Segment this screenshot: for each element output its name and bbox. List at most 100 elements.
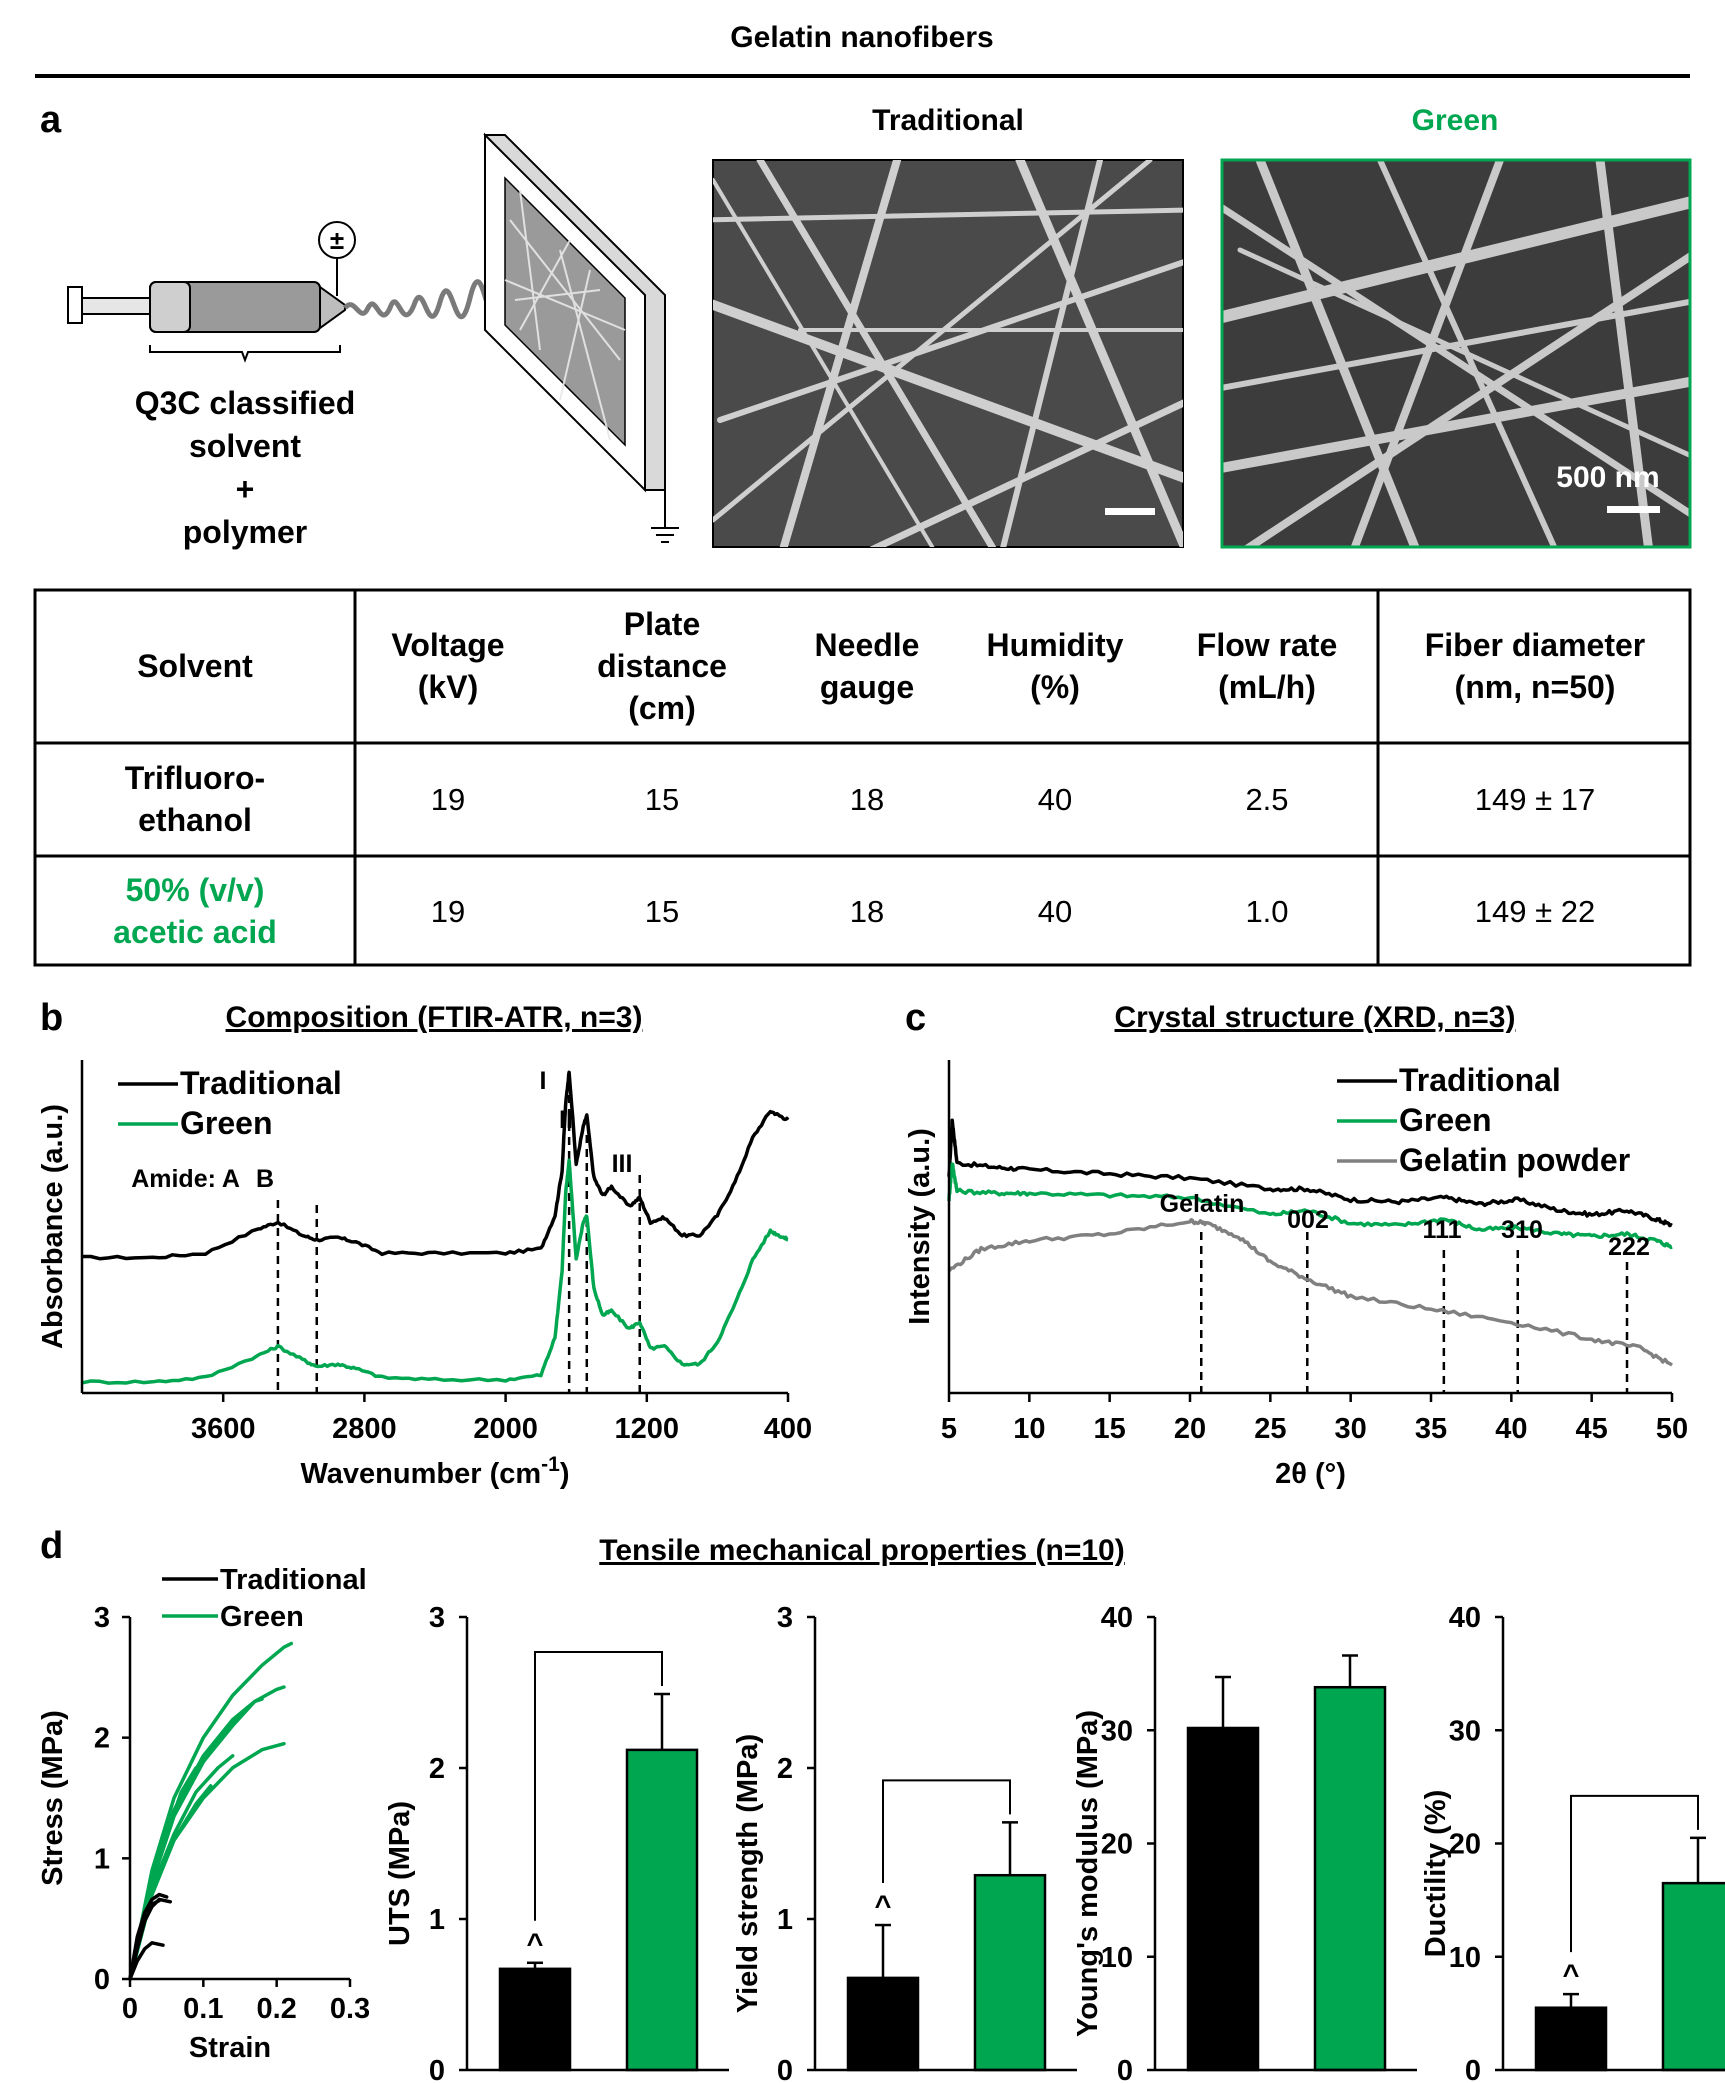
bar-traditional [1534, 2006, 1608, 2072]
table-cell: 149 ± 17 [1475, 782, 1595, 817]
y-tick-label: 3 [777, 1602, 793, 1634]
yield-strength-bar-chart: ^ 0 1 2 3 Yield strength (MPa) [732, 1602, 1077, 2083]
table-header-cell: Needle [815, 627, 920, 663]
x-tick-label: 35 [1415, 1413, 1447, 1445]
y-axis-label: UTS (MPa) [384, 1801, 416, 1946]
xrd-chart: Crystal structure (XRD, n=3) 5 10 15 20 25 30 3… [904, 1001, 1688, 1490]
bar-green [1661, 1881, 1725, 2072]
legend-label: Traditional [1399, 1062, 1561, 1098]
y-tick-label: 30 [1449, 1715, 1481, 1747]
y-tick-label: 20 [1449, 1829, 1481, 1861]
legend-label: Gelatin powder [1399, 1142, 1630, 1178]
curve-green [128, 1697, 264, 1981]
x-tick-label: 2800 [332, 1413, 397, 1445]
table-cell: 149 ± 22 [1475, 894, 1595, 929]
table-header-cell: Voltage [391, 627, 504, 663]
peak-annotation: B [256, 1165, 274, 1193]
curve-traditional [128, 1941, 165, 1981]
y-tick-label: 0 [777, 2055, 793, 2083]
table-header-cell: Plate [624, 606, 700, 642]
peak-annotation: I [540, 1067, 547, 1095]
y-tick-label: 40 [1449, 1602, 1481, 1634]
peak-annotation: 111 [1423, 1216, 1462, 1244]
youngs-modulus-bar-chart: 0 10 20 30 40 Young's modulus (MPa) [1072, 1602, 1417, 2083]
y-tick-label: 2 [429, 1753, 445, 1785]
curve-green [128, 1641, 294, 1981]
y-tick-label: 3 [429, 1602, 445, 1634]
series-line-green [947, 1162, 1673, 1250]
table-cell: 15 [645, 782, 679, 817]
bar-green [973, 1873, 1047, 2072]
y-tick-label: 20 [1101, 1829, 1133, 1861]
x-tick-label: 0.2 [257, 1993, 297, 2025]
table-cell: 1.0 [1245, 894, 1288, 929]
panel-d-title: Tensile mechanical properties (n=10) [599, 1534, 1124, 1567]
x-tick-label: 0 [122, 1993, 138, 2025]
legend-label: Traditional [220, 1564, 367, 1596]
x-tick-label: 25 [1254, 1413, 1286, 1445]
significance-marker: ^ [1563, 1959, 1580, 1991]
svg-text:+: + [236, 471, 255, 507]
table-header-cell: (%) [1030, 669, 1080, 705]
electrospinning-schematic: ± [67, 132, 679, 543]
chart-title: Composition (FTIR-ATR, n=3) [226, 1001, 643, 1034]
bar-green [625, 1748, 699, 2072]
peak-annotation: 002 [1287, 1206, 1329, 1234]
table-cell: 40 [1038, 782, 1072, 817]
y-tick-label: 30 [1101, 1715, 1133, 1747]
table-cell: 2.5 [1245, 782, 1288, 817]
svg-text:Q3C classified: Q3C classified [135, 385, 356, 421]
significance-bracket [534, 1651, 663, 1921]
table-cell: 15 [645, 894, 679, 929]
x-tick-label: 45 [1576, 1413, 1608, 1445]
y-axis-label: Intensity (a.u.) [904, 1128, 936, 1325]
x-tick-label: 20 [1174, 1413, 1206, 1445]
panel-b-label: b [40, 997, 63, 1039]
y-tick-label: 3 [94, 1602, 110, 1634]
y-axis-label: Ductility (%) [1420, 1790, 1452, 1958]
y-tick-label: 1 [429, 1904, 445, 1936]
x-tick-label: 3600 [191, 1413, 256, 1445]
table-header-cell: gauge [820, 669, 914, 705]
bar-traditional [846, 1976, 920, 2072]
legend-label: Green [180, 1105, 272, 1141]
table-header-cell: Flow rate [1197, 627, 1337, 663]
table-header-cell: (nm, n=50) [1455, 669, 1616, 705]
table-header-cell: distance [597, 648, 727, 684]
series-line-gelatin-powder [947, 1218, 1673, 1367]
svg-text:±: ± [330, 225, 344, 255]
table-cell: 40 [1038, 894, 1072, 929]
table-cell: 19 [431, 894, 465, 929]
chart-title: Crystal structure (XRD, n=3) [1115, 1001, 1516, 1034]
x-tick-label: 0.3 [330, 1993, 370, 2025]
uts-bar-chart: ^ 0 1 2 3 UTS (MPa) [384, 1602, 729, 2083]
y-axis-label: Stress (MPa) [37, 1710, 69, 1886]
svg-text:solvent: solvent [189, 428, 301, 464]
y-tick-label: 10 [1101, 1942, 1133, 1974]
x-tick-label: 10 [1013, 1413, 1045, 1445]
significance-marker: ^ [875, 1890, 892, 1922]
table-header-cell: (mL/h) [1218, 669, 1316, 705]
table-header-cell: Humidity [987, 627, 1124, 663]
bar-traditional [498, 1967, 572, 2072]
peak-annotation: 222 [1608, 1233, 1650, 1261]
legend-label: Green [1399, 1102, 1491, 1138]
schematic-caption: Q3C classified solvent + polymer [135, 385, 356, 550]
table-cell: 18 [850, 894, 884, 929]
x-tick-label: 2000 [473, 1413, 538, 1445]
traditional-image-title: Traditional [872, 104, 1024, 137]
x-tick-label: 400 [764, 1413, 812, 1445]
y-tick-label: 2 [777, 1753, 793, 1785]
parameters-table: Solvent Voltage (kV) Plate distance (cm) Needl… [33, 588, 1692, 967]
svg-text:polymer: polymer [183, 514, 307, 550]
stress-strain-chart: 0 0.1 0.2 0.3 0 1 2 3 Strain Stress (MPa) Traditio… [37, 1564, 370, 2064]
table-solvent-cell: ethanol [138, 802, 252, 838]
curve-green [128, 1705, 250, 1981]
x-tick-label: 5 [941, 1413, 957, 1445]
y-tick-label: 10 [1449, 1942, 1481, 1974]
x-tick-label: 30 [1335, 1413, 1367, 1445]
curve-traditional [128, 1898, 162, 1981]
peak-annotation: II [559, 1106, 573, 1134]
scale-bar-label: 500 nm [1556, 461, 1659, 494]
